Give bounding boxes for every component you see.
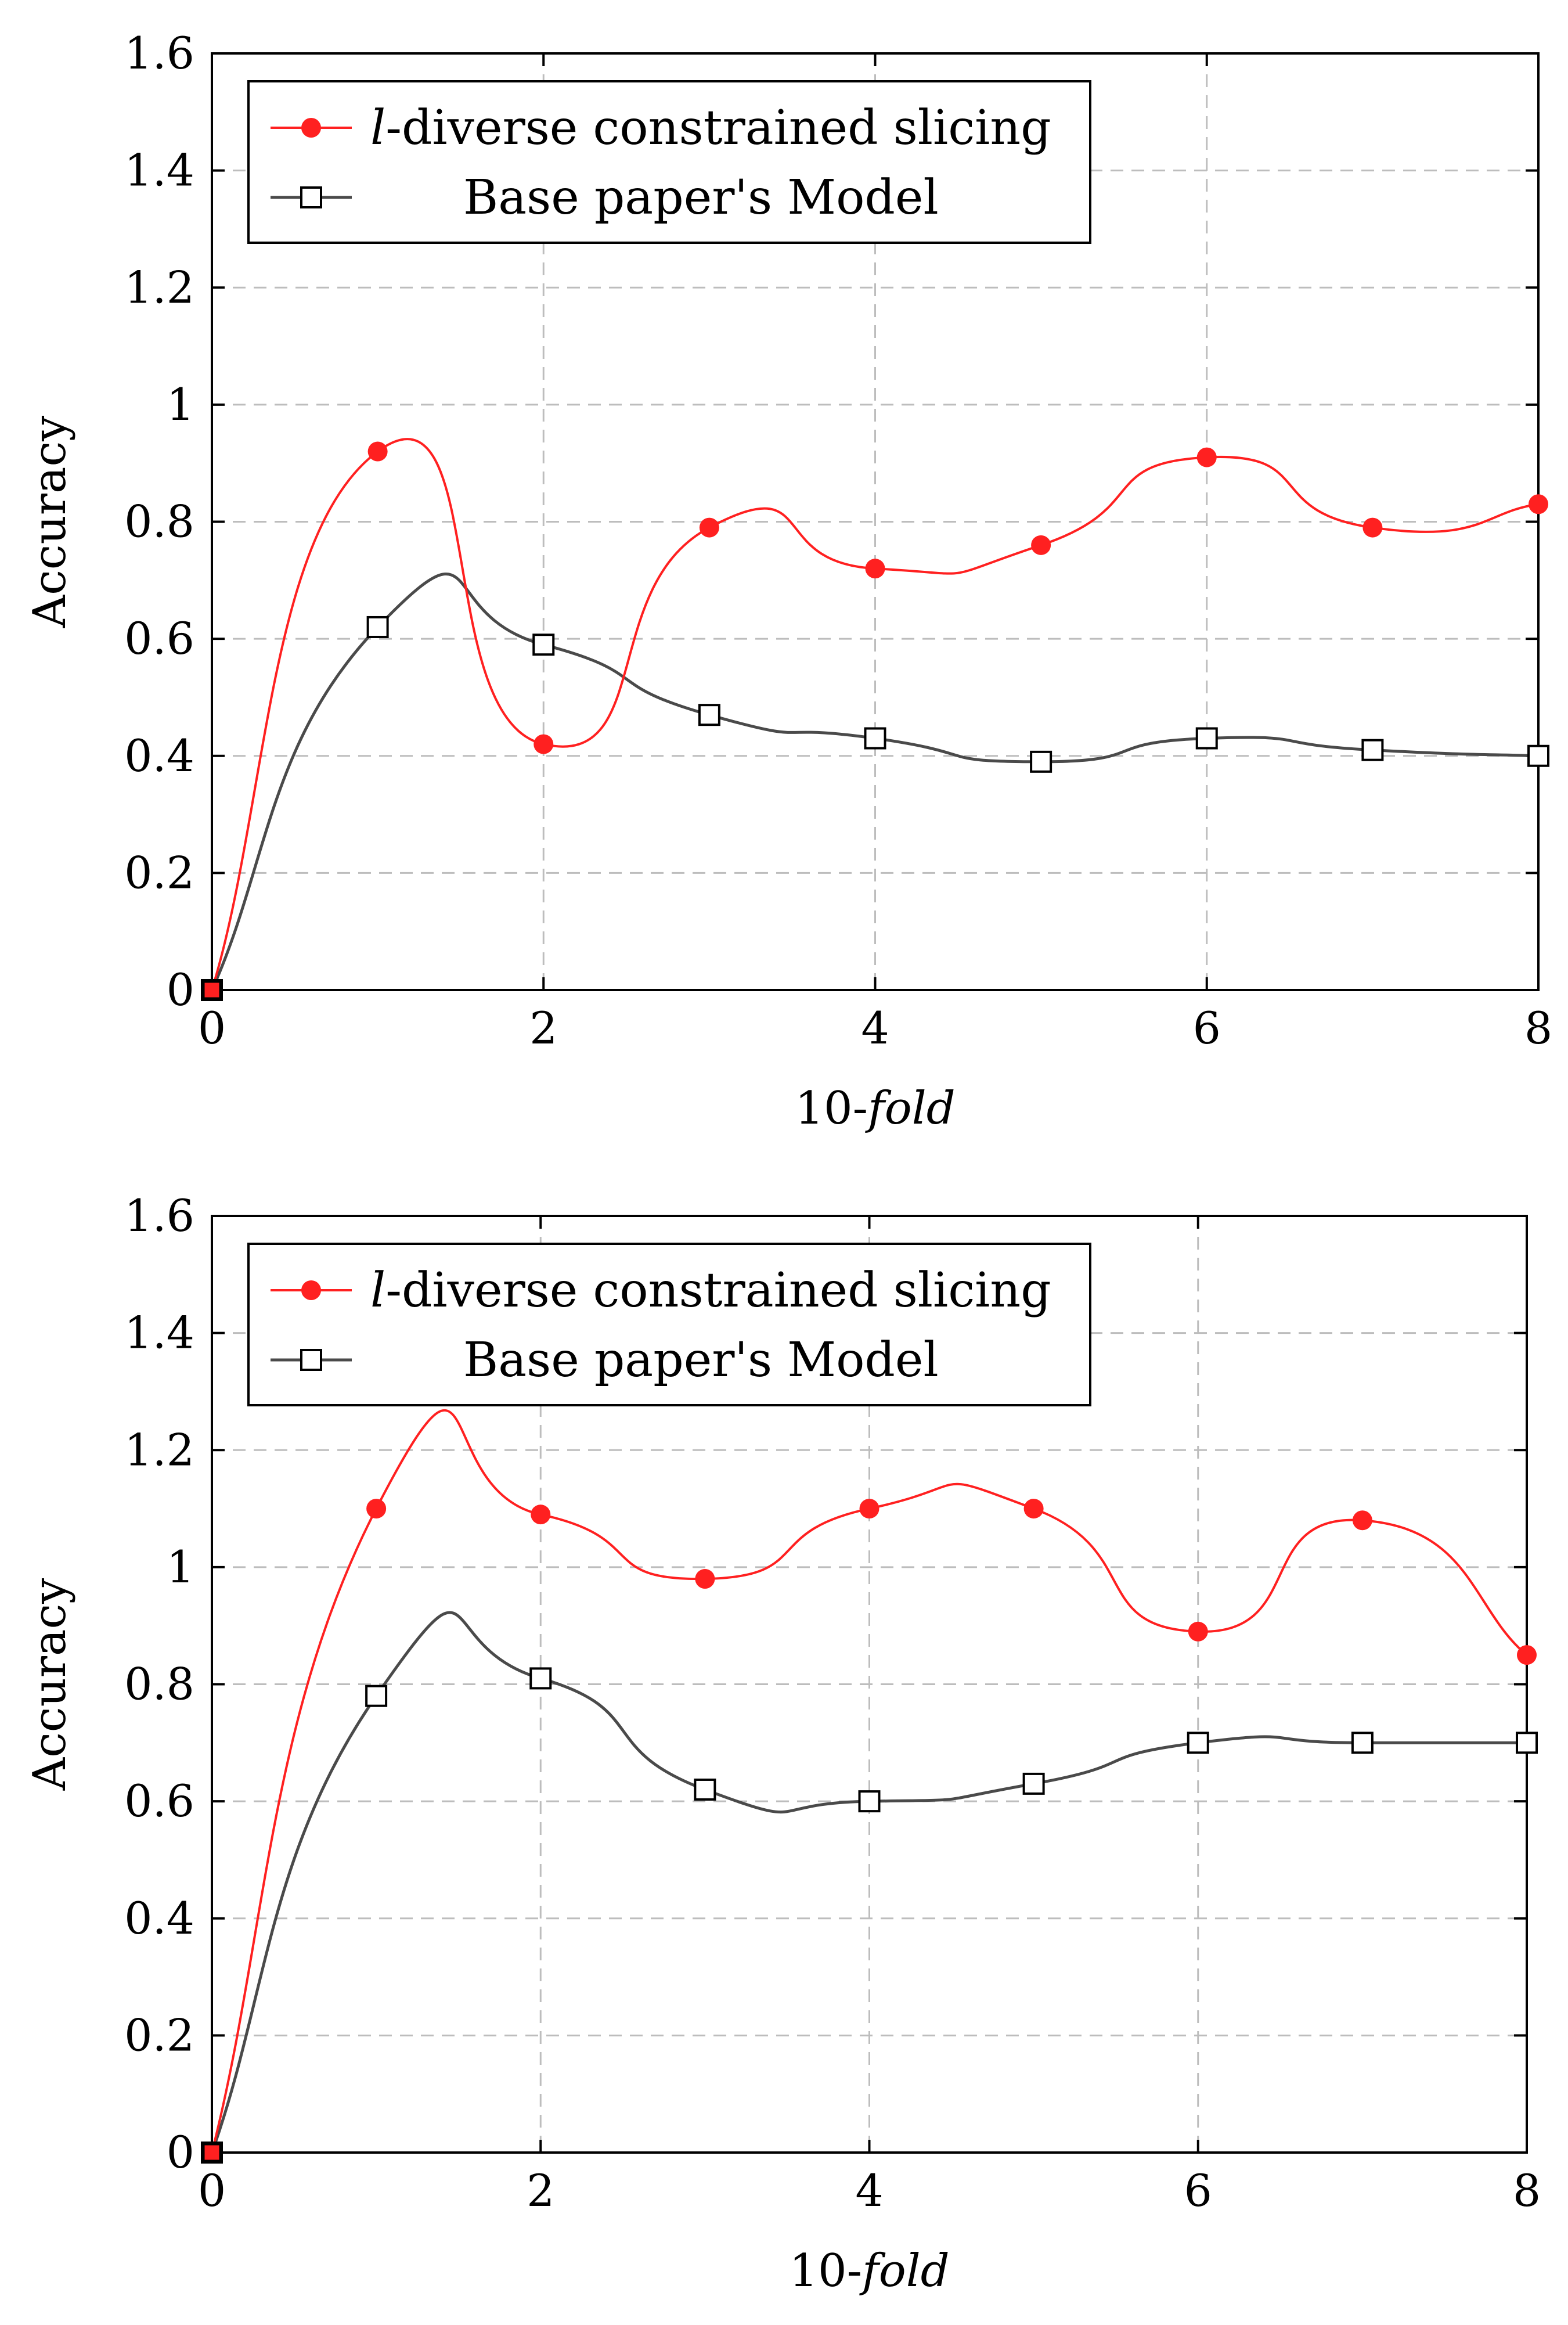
chart0-base-point [698, 704, 720, 726]
chart1-x-tick-label: 0 [198, 2165, 226, 2216]
chart0-y-tick-label: 0.8 [124, 496, 194, 548]
chart0-x-tick-label: 4 [861, 1002, 889, 1054]
chart1-legend-ldiverse-label: l-diverse constrained slicing [370, 1263, 1051, 1318]
chart1-y-tick-label: 0 [167, 2126, 194, 2178]
chart1-y-tick-label: 0.4 [124, 1892, 194, 1944]
chart0-ldiverse-point [367, 441, 388, 462]
chart1-ldiverse-point [1517, 1645, 1537, 1665]
chart1-ldiverse-point [695, 1569, 715, 1589]
chart0-y-tick-label: 0.2 [124, 847, 194, 898]
chart0-ldiverse-point [699, 517, 719, 538]
chart1-legend-ldiverse-marker [301, 1280, 321, 1300]
chart-bottom: 0 0.2 0.4 0.6 0.8 1 1.2 1.4 1.6 0 2 4 6 8 10-fold Accur… [0, 1162, 1568, 2325]
chart0-base-point [1361, 739, 1384, 761]
chart1-ldiverse-point [1023, 1499, 1044, 1519]
chart1-base-point [529, 1667, 552, 1690]
chart1-x-axis-title: 10-fold [789, 2245, 949, 2297]
chart1-legend-base-label: Base paper's Model [463, 1333, 939, 1388]
chart1-ldiverse-point [859, 1499, 879, 1519]
chart1-base-point [858, 1790, 881, 1813]
chart1-ldiverse-point [531, 1505, 551, 1525]
chart1-ldiverse-point [1352, 1510, 1372, 1531]
chart0-legend-base-label: Base paper's Model [463, 170, 939, 225]
chart-bottom-svg: 0 0.2 0.4 0.6 0.8 1 1.2 1.4 1.6 0 2 4 6 8 10-fold Accur… [24, 1190, 1541, 2297]
chart0-base-point [1195, 727, 1218, 750]
chart0-base-point [1527, 744, 1549, 767]
chart0-legend-box [247, 80, 1091, 244]
chart1-y-tick-label: 1.2 [124, 1424, 194, 1475]
chart1-base-point [1351, 1732, 1374, 1754]
chart0-x-axis-title: 10-fold [795, 1082, 955, 1135]
chart0-ldiverse-point [1196, 447, 1217, 467]
chart-top: 0 0.2 0.4 0.6 0.8 1 1.2 1.4 1.6 0 2 4 6 8 10-fold Accur… [0, 0, 1568, 1162]
chart1-x-tick-label: 8 [1513, 2165, 1541, 2216]
chart1-ldiverse-point [366, 1499, 387, 1519]
chart0-y-tick-label: 1.2 [124, 261, 194, 313]
chart0-x-tick-label: 2 [529, 1002, 557, 1054]
chart0-x-tick-label: 0 [198, 1002, 226, 1054]
chart1-y-tick-label: 1 [167, 1541, 194, 1593]
chart0-x-tick-label: 6 [1193, 1002, 1221, 1054]
chart0-series-base-line [210, 572, 1539, 991]
chart0-base-point [532, 634, 555, 656]
chart1-legend-box [247, 1243, 1091, 1406]
chart0-y-tick-label: 1.6 [124, 27, 194, 79]
chart0-ldiverse-point [534, 734, 554, 754]
chart0-base-point [1030, 750, 1052, 773]
chart0-ldiverse-point [1362, 517, 1383, 538]
chart1-base-point [1022, 1772, 1045, 1795]
chart1-x-tick-label: 4 [855, 2165, 883, 2216]
chart0-y-tick-label: 0.6 [124, 613, 194, 664]
chart0-legend-ldiverse-label: l-diverse constrained slicing [370, 100, 1051, 156]
chart0-legend-ldiverse-marker [301, 118, 321, 138]
chart1-legend-base-marker [300, 1349, 322, 1371]
chart0-x-tick-label: 8 [1524, 1002, 1552, 1054]
chart0-legend-base-marker [300, 186, 322, 208]
chart0-ldiverse-point [203, 981, 221, 999]
chart0-y-tick-label: 1.4 [124, 145, 194, 196]
chart1-y-tick-label: 0.2 [124, 2009, 194, 2061]
chart1-base-point [365, 1685, 388, 1707]
chart0-ldiverse-point [1031, 535, 1051, 555]
chart0-y-tick-label: 1 [167, 379, 194, 430]
chart0-series-ldiverse-line [211, 438, 1539, 991]
chart0-y-axis-title: Accuracy [24, 416, 76, 628]
chart0-base-point [366, 616, 389, 638]
chart0-ldiverse-point [1529, 494, 1548, 514]
chart1-ldiverse-point [1188, 1621, 1208, 1642]
chart1-y-tick-label: 0.8 [124, 1658, 194, 1710]
chart0-ldiverse-point [865, 559, 885, 579]
chart1-base-point [1187, 1732, 1209, 1754]
chart1-y-tick-label: 1.6 [124, 1190, 194, 1241]
chart0-base-point [864, 727, 886, 750]
chart1-y-axis-title: Accuracy [24, 1578, 76, 1791]
chart1-ldiverse-point [203, 2143, 221, 2162]
chart0-y-tick-label: 0 [167, 964, 194, 1016]
chart1-base-point [1516, 1732, 1538, 1754]
chart1-x-tick-label: 6 [1184, 2165, 1212, 2216]
chart-top-svg: 0 0.2 0.4 0.6 0.8 1 1.2 1.4 1.6 0 2 4 6 8 10-fold Accur… [24, 27, 1552, 1135]
chart1-base-point [694, 1778, 716, 1801]
chart1-y-tick-label: 1.4 [124, 1307, 194, 1359]
chart1-series-base-line [210, 1611, 1527, 2153]
chart0-y-tick-label: 0.4 [124, 730, 194, 782]
chart1-y-tick-label: 0.6 [124, 1775, 194, 1827]
chart1-x-tick-label: 2 [527, 2165, 554, 2216]
